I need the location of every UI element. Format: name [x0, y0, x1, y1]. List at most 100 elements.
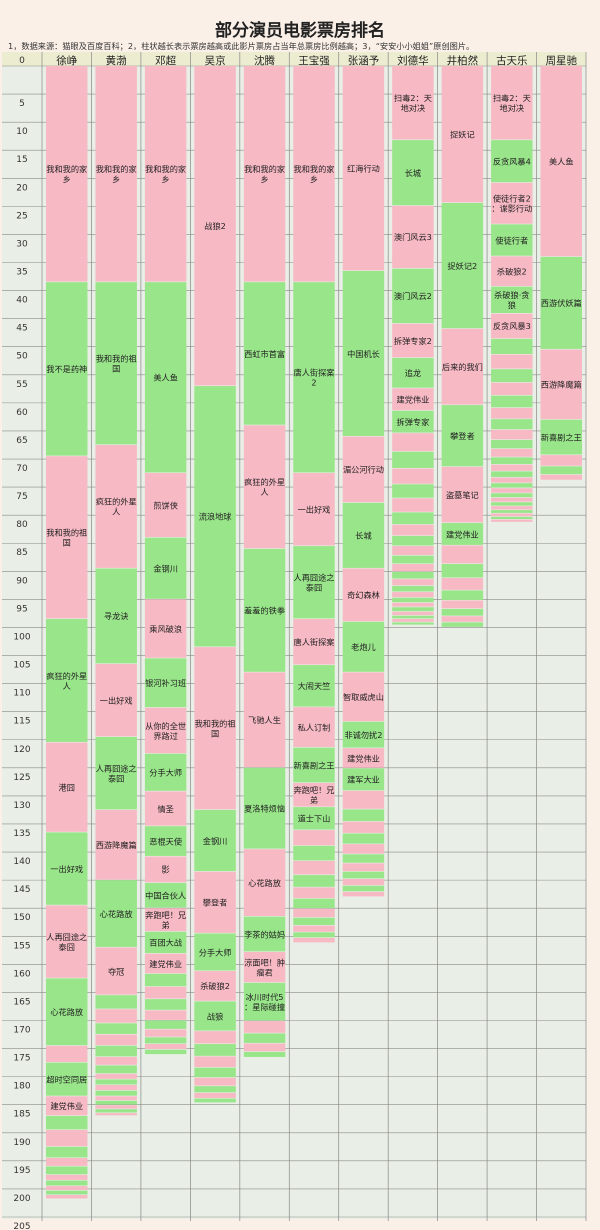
movie-label: 建党伟业 [347, 753, 380, 763]
bar-segment [293, 807, 335, 830]
movie-label: 国 [63, 538, 71, 548]
bar-segment [194, 1077, 236, 1086]
bar-segment [441, 590, 484, 600]
y-tick-label: 50 [16, 352, 28, 362]
bar-segment [243, 951, 286, 983]
movie-label: 心花路放 [50, 1007, 83, 1017]
bar-segment [392, 512, 434, 525]
bar-segment [491, 256, 533, 287]
bar-segment [194, 1086, 236, 1093]
bar-segment [243, 1033, 286, 1043]
y-tick-label: 90 [16, 576, 28, 586]
movie-label: 乘风破浪 [149, 624, 182, 634]
actor-name: 沈腾 [254, 54, 275, 67]
bar-segment [392, 268, 434, 324]
bar-segment [491, 439, 533, 449]
bar-segment [46, 1158, 88, 1166]
movie-label: 建党伟业 [50, 1101, 83, 1111]
bar-segment [144, 1029, 187, 1037]
bar-segment [95, 1023, 137, 1034]
bar-segment [293, 845, 335, 861]
y-tick-label: 195 [13, 1166, 30, 1176]
y-tick-label: 100 [13, 632, 30, 642]
movie-label: 地对决 [500, 103, 525, 113]
movie-label: 杀破狼2 [497, 266, 527, 276]
bar-segment [342, 748, 385, 768]
bar-segment [491, 182, 533, 224]
bar-segment [491, 516, 533, 520]
bar-segment [491, 488, 533, 493]
movie-label: 羞羞的铁拳 [244, 606, 286, 616]
bar-segment [194, 971, 236, 1001]
bar-segment [144, 973, 187, 987]
movie-label: 智取威虎山 [343, 692, 384, 702]
bar-segment [95, 1065, 137, 1074]
bar-segment [540, 349, 582, 420]
bar-segment [46, 978, 88, 1046]
bar-segment [491, 448, 533, 457]
bar-segment [342, 833, 385, 844]
bar-segment [144, 999, 187, 1010]
bar-segment [144, 1044, 187, 1050]
y-tick-label: 170 [13, 1025, 30, 1035]
bar-segment [392, 619, 434, 622]
y-tick-label: 125 [13, 773, 30, 783]
movie-label: 美人鱼 [153, 373, 178, 383]
movie-label: 我和我的祖 [96, 354, 137, 364]
bar-segment [144, 658, 187, 708]
movie-label: 弟 [162, 920, 170, 930]
movie-label: 分手大师 [149, 768, 182, 778]
bar-segment [342, 844, 385, 854]
bar-segment [243, 1043, 286, 1052]
bar-segment [342, 568, 385, 622]
y-tick-label: 80 [16, 520, 28, 530]
bar-segment [392, 564, 434, 572]
bar-segment [46, 1129, 88, 1147]
y-tick-label: 25 [16, 211, 27, 221]
bar-segment [392, 602, 434, 607]
bar-segment [144, 1010, 187, 1020]
movie-label: 战狼 [207, 1011, 223, 1021]
bar-segment [491, 510, 533, 513]
movie-label: 瘤君 [256, 967, 272, 977]
movie-label: 红海行动 [347, 163, 380, 173]
bar-segment [95, 947, 137, 995]
bar-segment [491, 483, 533, 488]
bar-segment [392, 579, 434, 586]
y-tick-label: 55 [16, 380, 27, 390]
movie-label: 西虹市首富 [244, 349, 285, 359]
bar-segment [491, 429, 533, 440]
movie-label: 心花路放 [248, 878, 281, 888]
y-tick-label: 130 [13, 801, 30, 811]
actor-name: 井柏然 [447, 54, 479, 67]
bar-segment [293, 937, 335, 943]
bar-segment [491, 419, 533, 430]
y-tick-label: 140 [13, 857, 30, 867]
movie-label: 新喜剧之王 [294, 760, 335, 770]
bar-segment [46, 1190, 88, 1195]
actor-name: 张涵予 [348, 54, 380, 67]
bar-segment [441, 578, 484, 590]
bar-segment [441, 608, 484, 616]
bar-segment [342, 871, 385, 879]
movie-label: 建党伟业 [446, 529, 479, 539]
y-tick-label: 95 [16, 604, 27, 614]
bar-segment [293, 908, 335, 918]
bar-segment [243, 982, 286, 1021]
y-tick-label: 160 [13, 969, 30, 979]
bar-segment [243, 425, 286, 549]
movie-label: 唐人街探案 [294, 368, 335, 378]
bar-segment [243, 916, 286, 952]
bar-segment [293, 665, 335, 707]
movie-label: 建党伟业 [149, 959, 182, 969]
movie-label: 界路过 [153, 731, 178, 741]
bar-segment [46, 1186, 88, 1191]
movie-label: 飞驰人生 [248, 715, 281, 725]
bar-segment [540, 66, 582, 257]
bar-segment [194, 933, 236, 971]
bar-segment [342, 854, 385, 863]
bar-segment [46, 1115, 88, 1130]
bar-segment [46, 1045, 88, 1062]
movie-label: 澳门风云2 [394, 291, 432, 301]
bar-segment [540, 466, 582, 475]
